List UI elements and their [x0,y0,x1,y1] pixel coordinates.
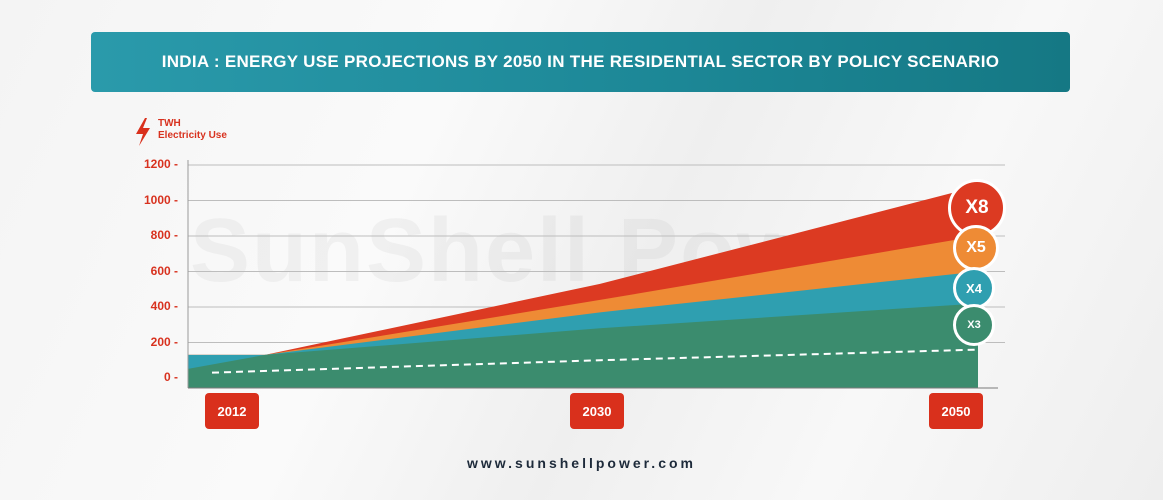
chart-title-text: INDIA : ENERGY USE PROJECTIONS BY 2050 I… [161,52,1000,71]
y-tick-label: 0 - [163,370,178,384]
website-url[interactable]: www.sunshellpower.com [467,455,696,471]
unit-label-twh: TWH [158,118,181,129]
y-axis-unit: TWH Electricity Use [134,118,227,146]
y-tick-label: 400 - [150,299,178,313]
series-label-x4: X4 [953,267,995,309]
lightning-bolt-icon [136,118,150,146]
y-tick-label: 200 - [150,334,178,349]
y-tick-label: 800 - [150,228,178,242]
y-tick-label: 1200 - [143,157,178,171]
baseline-dashed-line [211,348,979,374]
series-label-x5: X5 [953,225,999,271]
unit-label-electricity: Electricity Use [158,130,227,141]
x-tick-label: 2012 [205,393,259,429]
x-tick-label: 2030 [570,393,624,429]
series-label-x3: X3 [953,304,995,346]
chart-title: INDIA : ENERGY USE PROJECTIONS BY 2050 I… [91,32,1070,92]
y-tick-label: 600 - [150,263,178,278]
y-tick-label: 1000 - [143,192,178,207]
x-tick-label: 2050 [929,393,983,429]
